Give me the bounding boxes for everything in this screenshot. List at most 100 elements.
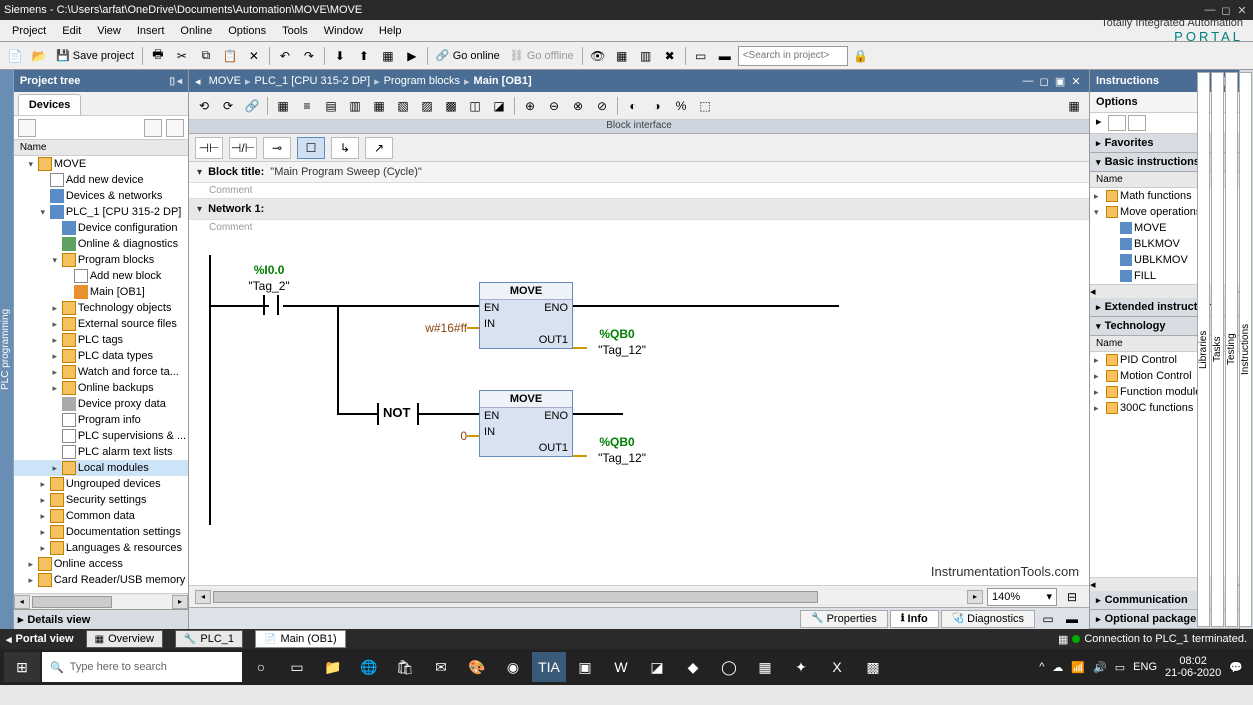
mail-icon[interactable]: ✉ bbox=[424, 652, 458, 682]
tree-item[interactable]: ▸Ungrouped devices bbox=[14, 476, 188, 492]
tree-item[interactable]: ▾PLC_1 [CPU 315-2 DP] bbox=[14, 204, 188, 220]
opt-icon-2[interactable] bbox=[1128, 115, 1146, 131]
diagnostics-tab[interactable]: 🩺 Diagnostics bbox=[941, 610, 1035, 628]
lt-box-icon[interactable]: ☐ bbox=[297, 137, 325, 159]
move-block-1[interactable]: MOVE ENENO IN OUT1 bbox=[479, 282, 573, 349]
tree-item[interactable]: ▾MOVE bbox=[14, 156, 188, 172]
tree-item[interactable]: ▸Common data bbox=[14, 508, 188, 524]
et-icon-12[interactable]: ◫ bbox=[464, 95, 486, 117]
excel-icon[interactable]: X bbox=[820, 652, 854, 682]
zoom-slider-icon[interactable]: ⊟ bbox=[1061, 586, 1083, 608]
tree-item[interactable]: ▸PLC data types bbox=[14, 348, 188, 364]
tree-item[interactable]: ▸Languages & resources bbox=[14, 540, 188, 556]
contact-tag2[interactable] bbox=[259, 295, 283, 315]
tree-item[interactable]: Online & diagnostics bbox=[14, 236, 188, 252]
paint-icon[interactable]: 🎨 bbox=[460, 652, 494, 682]
undo-icon[interactable]: ↶ bbox=[274, 45, 296, 67]
tree-tb-icon-1[interactable] bbox=[18, 119, 36, 137]
props-collapse-icon[interactable]: ▭ bbox=[1037, 608, 1059, 630]
et-icon-4[interactable]: ▦ bbox=[272, 95, 294, 117]
ed-window-icon[interactable]: ◻ bbox=[1037, 75, 1051, 88]
app-icon-4[interactable]: ▦ bbox=[748, 652, 782, 682]
et-settings-icon[interactable]: ▦ bbox=[1063, 95, 1085, 117]
tree-item[interactable]: Main [OB1] bbox=[14, 284, 188, 300]
move2-in-value[interactable]: 0 bbox=[439, 429, 467, 443]
scroll-left-icon[interactable]: ◂ bbox=[14, 595, 30, 609]
menu-window[interactable]: Window bbox=[316, 23, 371, 39]
bc-nav-left-icon[interactable]: ◂ bbox=[195, 75, 201, 88]
menu-tools[interactable]: Tools bbox=[274, 23, 316, 39]
menu-view[interactable]: View bbox=[89, 23, 129, 39]
ladder-canvas[interactable]: %I0.0 "Tag_2" MOVE ENENO IN OUT1 w#16#ff… bbox=[189, 235, 1089, 585]
et-icon-14[interactable]: ⊕ bbox=[519, 95, 541, 117]
tray-cloud-icon[interactable]: ☁ bbox=[1052, 661, 1063, 674]
menu-edit[interactable]: Edit bbox=[54, 23, 89, 39]
menu-help[interactable]: Help bbox=[371, 23, 410, 39]
go-online-button[interactable]: 🔗 Go online bbox=[432, 49, 504, 62]
tray-lang[interactable]: ENG bbox=[1133, 661, 1157, 673]
not-block[interactable]: NOT bbox=[383, 405, 410, 420]
tree-item[interactable]: ▸Local modules bbox=[14, 460, 188, 476]
app-icon-3[interactable]: ◆ bbox=[676, 652, 710, 682]
go-offline-button[interactable]: ⛓ Go offline bbox=[506, 49, 578, 62]
menu-insert[interactable]: Insert bbox=[129, 23, 173, 39]
tree-item[interactable]: Add new device bbox=[14, 172, 188, 188]
cut-icon[interactable]: ✂ bbox=[171, 45, 193, 67]
new-project-icon[interactable]: 📄 bbox=[4, 45, 26, 67]
et-icon-13[interactable]: ◪ bbox=[488, 95, 510, 117]
move-block-2[interactable]: MOVE ENENO IN OUT1 bbox=[479, 390, 573, 457]
minimize-icon[interactable]: — bbox=[1203, 3, 1217, 17]
et-icon-20[interactable]: % bbox=[670, 95, 692, 117]
status-tab-main[interactable]: 📄 Main (OB1) bbox=[255, 630, 346, 648]
tree-item[interactable]: Program info bbox=[14, 412, 188, 428]
et-icon-2[interactable]: ⟳ bbox=[217, 95, 239, 117]
bc-item-1[interactable]: PLC_1 [CPU 315-2 DP] bbox=[251, 75, 375, 87]
block-comment[interactable]: Comment bbox=[189, 183, 1089, 198]
tree-hscroll[interactable]: ◂ ▸ bbox=[14, 593, 188, 609]
left-side-tab[interactable]: PLC programming bbox=[0, 70, 14, 629]
info-tab[interactable]: ℹ Info bbox=[890, 610, 939, 628]
tb-icon-3[interactable]: ▥ bbox=[635, 45, 657, 67]
maximize-icon[interactable]: ◻ bbox=[1219, 3, 1233, 17]
bc-item-2[interactable]: Program blocks bbox=[380, 75, 464, 87]
lt-contact-no-icon[interactable]: ⊣⊢ bbox=[195, 137, 223, 159]
tia-icon[interactable]: TIA bbox=[532, 652, 566, 682]
tray-clock[interactable]: 08:02 21-06-2020 bbox=[1165, 655, 1221, 679]
upload-icon[interactable]: ⬆ bbox=[353, 45, 375, 67]
app-icon-1[interactable]: ▣ bbox=[568, 652, 602, 682]
tree-item[interactable]: Devices & networks bbox=[14, 188, 188, 204]
tray-wifi-icon[interactable]: 📶 bbox=[1071, 661, 1085, 674]
et-icon-18[interactable]: ◐ bbox=[622, 95, 644, 117]
tree-item[interactable]: PLC alarm text lists bbox=[14, 444, 188, 460]
store-icon[interactable]: 🛍 bbox=[388, 652, 422, 682]
tray-volume-icon[interactable]: 🔊 bbox=[1093, 661, 1107, 674]
taskview-icon[interactable]: ▭ bbox=[280, 652, 314, 682]
et-icon-21[interactable]: ⬚ bbox=[694, 95, 716, 117]
tray-notifications-icon[interactable]: 💬 bbox=[1229, 661, 1243, 674]
tree-item[interactable]: Device configuration bbox=[14, 220, 188, 236]
tree-item[interactable]: ▸Documentation settings bbox=[14, 524, 188, 540]
lt-branch-icon[interactable]: ↳ bbox=[331, 137, 359, 159]
tb-layout-1-icon[interactable]: ▭ bbox=[690, 45, 712, 67]
et-icon-5[interactable]: ≡ bbox=[296, 95, 318, 117]
tree-tb-icon-2[interactable] bbox=[144, 119, 162, 137]
explorer-icon[interactable]: 📁 bbox=[316, 652, 350, 682]
et-icon-9[interactable]: ▧ bbox=[392, 95, 414, 117]
tree-item[interactable]: Device proxy data bbox=[14, 396, 188, 412]
app-icon-6[interactable]: ▩ bbox=[856, 652, 890, 682]
taskbar-search[interactable]: 🔍 Type here to search bbox=[42, 652, 242, 682]
et-icon-1[interactable]: ⟲ bbox=[193, 95, 215, 117]
tree-item[interactable]: ▸Watch and force ta... bbox=[14, 364, 188, 380]
status-tab-plc1[interactable]: 🔧 PLC_1 bbox=[175, 630, 243, 648]
zoom-dropdown[interactable]: 140%▾ bbox=[987, 588, 1057, 606]
teamviewer-icon[interactable]: ◯ bbox=[712, 652, 746, 682]
et-icon-17[interactable]: ⊘ bbox=[591, 95, 613, 117]
menu-project[interactable]: Project bbox=[4, 23, 54, 39]
tree-item[interactable]: Add new block bbox=[14, 268, 188, 284]
tree-item[interactable]: ▸PLC tags bbox=[14, 332, 188, 348]
tree-item[interactable]: ▸External source files bbox=[14, 316, 188, 332]
block-title-value[interactable]: "Main Program Sweep (Cycle)" bbox=[270, 166, 421, 178]
ed-minimize-icon[interactable]: — bbox=[1021, 75, 1035, 88]
props-expand-icon[interactable]: ▬ bbox=[1061, 608, 1083, 630]
app-icon-2[interactable]: ◪ bbox=[640, 652, 674, 682]
